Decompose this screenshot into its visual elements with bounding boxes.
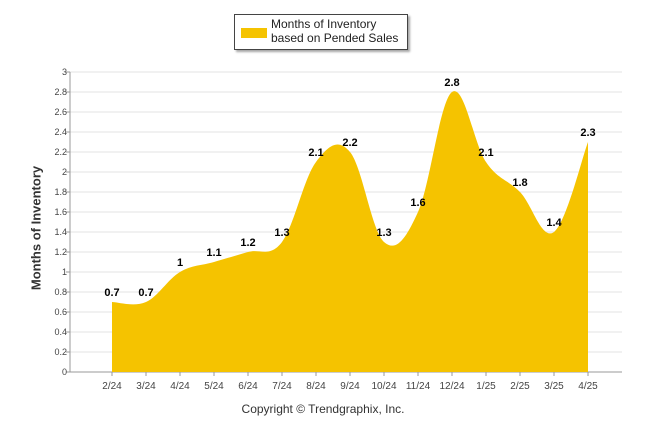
copyright: Copyright © Trendgraphix, Inc. <box>241 402 405 416</box>
data-label: 1.4 <box>546 217 562 229</box>
data-label: 1.3 <box>376 227 391 239</box>
y-tick-label: 1.2 <box>54 247 67 257</box>
series-area <box>112 91 588 372</box>
y-tick-label: 1.8 <box>54 187 67 197</box>
legend: Months of Inventory based on Pended Sale… <box>234 14 408 50</box>
data-label: 1 <box>177 257 183 269</box>
x-tick-label: 12/24 <box>439 381 464 392</box>
x-tick-label: 4/24 <box>170 381 190 392</box>
y-tick-label: 0 <box>62 367 67 377</box>
y-tick-label: 1 <box>62 267 67 277</box>
x-tick-label: 3/25 <box>544 381 564 392</box>
x-tick-label: 2/25 <box>510 381 530 392</box>
data-label: 0.7 <box>138 287 153 299</box>
y-tick-label: 0.4 <box>54 327 67 337</box>
x-tick-label: 2/24 <box>102 381 122 392</box>
data-label: 1.3 <box>274 227 289 239</box>
x-tick-label: 7/24 <box>272 381 292 392</box>
y-tick-label: 1.6 <box>54 207 67 217</box>
y-tick-label: 2.6 <box>54 107 67 117</box>
y-tick-label: 3 <box>62 67 67 77</box>
series-area-fill <box>112 91 588 372</box>
x-tick-label: 8/24 <box>306 381 326 392</box>
data-label: 1.1 <box>206 247 221 259</box>
x-tick-label: 6/24 <box>238 381 258 392</box>
data-label: 1.8 <box>512 177 527 189</box>
x-tick-label: 3/24 <box>136 381 156 392</box>
y-tick-label: 0.8 <box>54 287 67 297</box>
legend-label: Months of Inventory based on Pended Sale… <box>271 17 399 45</box>
x-axis-ticks: 2/24 3/24 4/24 5/24 6/24 7/24 8/24 9/24 10/24 11/… <box>102 372 598 392</box>
data-label: 2.1 <box>478 147 493 159</box>
y-tick-label: 2.8 <box>54 87 67 97</box>
data-label: 1.6 <box>410 197 425 209</box>
y-tick-label: 2.2 <box>54 147 67 157</box>
y-tick-label: 2 <box>62 167 67 177</box>
data-label: 2.2 <box>342 137 357 149</box>
x-tick-label: 9/24 <box>340 381 360 392</box>
y-tick-label: 2.4 <box>54 127 67 137</box>
data-label: 2.8 <box>444 77 459 89</box>
data-labels: 0.7 0.7 1 1.1 1.2 1.3 2.1 2.2 1.3 1.6 2.8 2.1 1.8 1.4… <box>104 77 595 299</box>
data-label: 0.7 <box>104 287 119 299</box>
data-label: 2.3 <box>580 127 595 139</box>
x-tick-label: 10/24 <box>371 381 396 392</box>
y-tick-label: 0.2 <box>54 347 67 357</box>
x-tick-label: 11/24 <box>406 381 431 392</box>
y-axis-label: Months of Inventory <box>28 165 44 291</box>
x-tick-label: 5/24 <box>204 381 224 392</box>
data-label: 1.2 <box>240 237 255 249</box>
y-tick-label: 1.4 <box>54 227 67 237</box>
data-label: 2.1 <box>308 147 323 159</box>
x-tick-label: 4/25 <box>578 381 598 392</box>
x-tick-label: 1/25 <box>476 381 496 392</box>
y-tick-label: 0.6 <box>54 307 67 317</box>
legend-swatch <box>241 28 267 38</box>
